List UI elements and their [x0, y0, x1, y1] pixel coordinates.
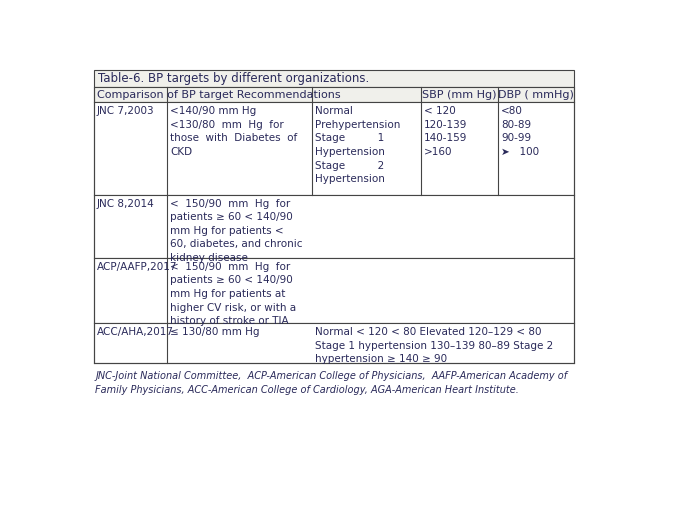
Text: DBP ( mmHg): DBP ( mmHg): [498, 89, 574, 99]
Text: <  150/90  mm  Hg  for
patients ≥ 60 < 140/90
mm Hg for patients <
60, diabetes,: < 150/90 mm Hg for patients ≥ 60 < 140/9…: [170, 198, 303, 263]
Text: <  150/90  mm  Hg  for
patients ≥ 60 < 140/90
mm Hg for patients at
higher CV ri: < 150/90 mm Hg for patients ≥ 60 < 140/9…: [170, 262, 297, 326]
Text: ACC/AHA,2017: ACC/AHA,2017: [97, 327, 174, 337]
Bar: [94, 70, 574, 87]
Text: Normal
Prehypertension
Stage          1
Hypertension
Stage          2
Hypertensi: Normal Prehypertension Stage 1 Hypertens…: [315, 106, 400, 184]
Text: Table-6. BP targets by different organizations.: Table-6. BP targets by different organiz…: [97, 72, 369, 85]
Text: ACP/AAFP,2017: ACP/AAFP,2017: [97, 262, 177, 272]
Text: <140/90 mm Hg
<130/80  mm  Hg  for
those  with  Diabetes  of
CKD: <140/90 mm Hg <130/80 mm Hg for those wi…: [170, 106, 298, 157]
Bar: [94, 87, 574, 102]
Bar: [94, 195, 574, 258]
Text: ≤ 130/80 mm Hg: ≤ 130/80 mm Hg: [170, 327, 260, 337]
Text: <80
80-89
90-99
➤   100: <80 80-89 90-99 ➤ 100: [501, 106, 540, 157]
Text: JNC 7,2003: JNC 7,2003: [97, 106, 155, 116]
Text: Comparison of BP target Recommendations: Comparison of BP target Recommendations: [97, 89, 340, 99]
Text: JNC 8,2014: JNC 8,2014: [97, 198, 155, 209]
Text: Normal < 120 < 80 Elevated 120–129 < 80
Stage 1 hypertension 130–139 80–89 Stage: Normal < 120 < 80 Elevated 120–129 < 80 …: [315, 327, 554, 364]
Bar: [94, 323, 574, 363]
Text: JNC-Joint National Committee,  ACP-American College of Physicians,  AAFP-America: JNC-Joint National Committee, ACP-Americ…: [95, 371, 568, 395]
Bar: [94, 102, 574, 195]
Text: SBP (mm Hg): SBP (mm Hg): [422, 89, 497, 99]
Bar: [94, 258, 574, 323]
Text: < 120
120-139
140-159
>160: < 120 120-139 140-159 >160: [424, 106, 467, 157]
